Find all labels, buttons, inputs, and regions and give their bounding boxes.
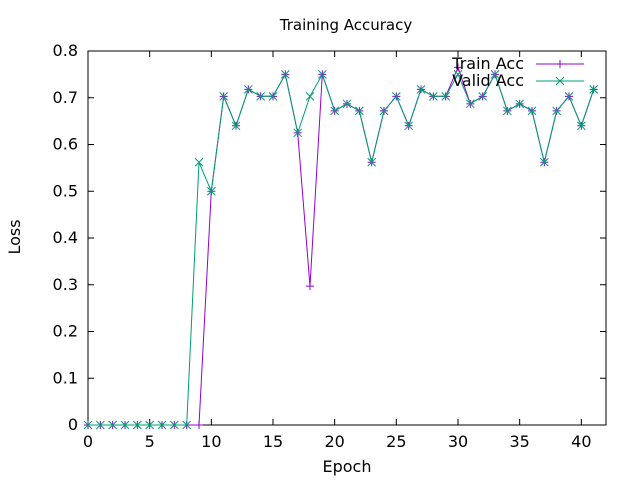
x-tick-label: 0 [83,432,93,451]
data-point [441,91,451,101]
x-tick-label: 15 [263,432,283,451]
series-line [88,72,595,426]
data-point [379,106,389,116]
data-point [454,63,462,72]
x-tick-label: 40 [571,432,591,451]
data-point [219,91,229,101]
data-point [428,91,438,101]
data-point [317,70,327,79]
data-point [169,420,179,430]
data-point [564,91,574,101]
data-point [108,420,118,430]
series-line [88,65,595,426]
data-point [330,106,340,116]
data-point [539,157,549,167]
series-valid-acc [83,70,599,430]
data-point [465,99,475,109]
data-point [527,106,537,116]
data-point [354,106,364,116]
x-tick-label: 35 [509,432,529,451]
y-tick-label: 0.7 [53,88,78,107]
y-tick-label: 0.3 [53,275,78,294]
data-point [342,99,352,109]
data-point [416,84,426,94]
data-point [552,106,562,116]
y-tick-label: 0 [68,415,78,434]
x-tick-label: 10 [201,432,221,451]
y-axis-label: Loss [5,219,24,254]
y-tick-label: 0.2 [53,322,78,341]
y-tick-label: 0.8 [53,41,78,60]
x-axis-label: Epoch [323,457,372,476]
series-train-acc [84,63,598,429]
data-point [453,70,463,79]
data-point [478,91,488,101]
data-point [280,70,290,79]
y-tick-label: 0.1 [53,368,78,387]
y-axis-ticks: 0 0.1 0.2 0.3 0.4 0.5 0.6 0.7 0.8 [53,41,606,434]
chart-title: Training Accuracy [279,16,413,34]
data-point [182,420,192,430]
data-point [256,91,266,101]
legend-marker [555,76,565,86]
data-point [120,420,130,430]
data-point [83,420,93,430]
data-point [231,121,241,131]
data-point [293,128,303,138]
legend-marker [556,60,564,68]
data-point [306,282,314,291]
data-point [132,420,142,430]
data-point [589,84,599,94]
data-point [157,420,167,430]
data-point [145,420,155,430]
data-point [515,99,525,109]
data-point [195,421,203,429]
data-point [576,121,586,131]
y-tick-label: 0.5 [53,181,78,200]
data-point [206,186,216,196]
y-tick-label: 0.4 [53,228,78,247]
data-point [502,106,512,116]
x-tick-label: 25 [386,432,406,451]
legend-label: Valid Acc [452,71,524,90]
data-point [243,84,253,94]
x-tick-label: 5 [145,432,155,451]
data-point [95,420,105,430]
data-point [367,157,377,167]
series-layer [83,63,599,430]
x-axis-ticks: 0 5 10 15 20 25 30 35 40 [83,51,592,451]
y-tick-label: 0.6 [53,135,78,154]
data-point [268,91,278,101]
data-point [490,70,500,79]
x-tick-label: 20 [324,432,344,451]
data-point [391,91,401,101]
data-point [404,121,414,131]
data-point [305,91,315,101]
x-tick-label: 30 [448,432,468,451]
data-point [194,157,204,167]
legend-label: Train Acc [451,54,524,73]
